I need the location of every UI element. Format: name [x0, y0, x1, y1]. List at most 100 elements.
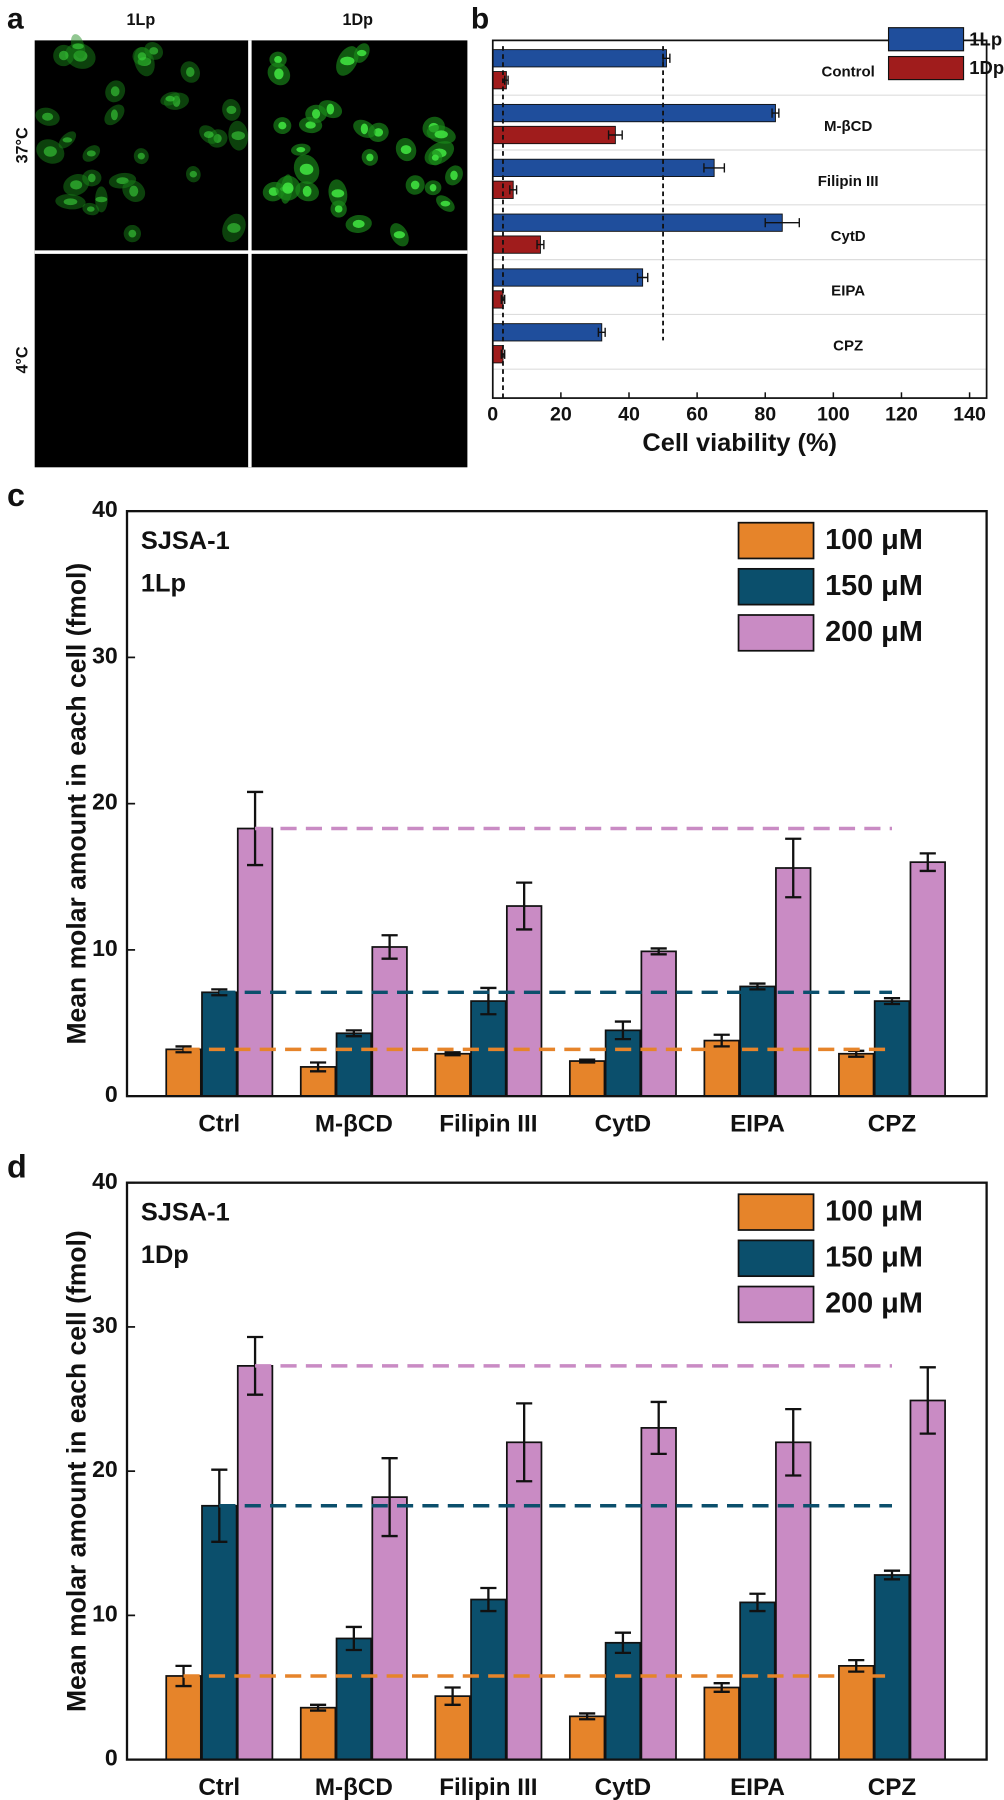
y-tick-label: 0: [105, 1745, 118, 1771]
y-axis-label: Mean molar amount in each cell (fmol): [62, 1230, 92, 1712]
y-tick-label: 10: [92, 935, 118, 961]
annotation: 1Dp: [141, 1241, 189, 1269]
nucleus: [95, 196, 108, 203]
error-bar: [503, 75, 509, 85]
nucleus: [429, 183, 437, 192]
error-bar: [919, 852, 936, 873]
error-bar: [848, 1658, 865, 1673]
x-tick-label: 40: [618, 404, 640, 426]
error-bar: [579, 1058, 596, 1064]
legend-label: 200 μM: [825, 616, 923, 648]
nucleus: [393, 231, 406, 239]
error-bar: [597, 327, 606, 337]
bar: [492, 103, 776, 123]
error-bar: [509, 185, 518, 195]
x-tick-label: CPZ: [868, 1110, 917, 1137]
annotation: SJSA-1: [141, 1199, 230, 1227]
nucleus: [186, 67, 195, 77]
nucleus: [373, 128, 384, 137]
nucleus: [165, 95, 175, 102]
bar: [703, 1686, 740, 1761]
error-bar: [516, 881, 533, 931]
bar: [604, 1029, 642, 1098]
nucleus: [62, 137, 73, 143]
nucleus: [400, 145, 412, 155]
bar: [236, 1365, 274, 1761]
nucleus: [450, 170, 458, 181]
bar: [492, 213, 783, 232]
nucleus: [360, 123, 368, 135]
nucleus: [278, 121, 287, 130]
x-tick-label: M-βCD: [315, 1110, 393, 1137]
bar: [640, 950, 677, 1098]
x-tick-label: CytD: [595, 1774, 652, 1800]
bar: [165, 1675, 202, 1761]
row-label: 4°C: [13, 346, 31, 373]
bar: [492, 268, 644, 287]
y-tick-label: 20: [92, 789, 118, 815]
error-bar: [579, 1712, 596, 1721]
y-tick-label: 10: [92, 1600, 118, 1626]
category-label: CPZ: [833, 337, 863, 354]
x-tick-label: 120: [885, 404, 918, 426]
error-bar: [749, 1592, 766, 1613]
nucleus: [72, 43, 84, 50]
bar: [492, 158, 715, 177]
nucleus: [434, 130, 448, 139]
nucleus: [431, 154, 439, 161]
error-bar: [771, 108, 780, 118]
x-tick-label: M-βCD: [315, 1774, 393, 1800]
nucleus: [274, 68, 284, 80]
nucleus: [137, 52, 147, 61]
column-label: 1Lp: [126, 11, 155, 29]
bar: [201, 1504, 238, 1761]
nucleus: [189, 170, 198, 178]
error-bar: [713, 1033, 730, 1048]
error-bar: [536, 239, 545, 250]
error-bar: [345, 1625, 362, 1652]
bar: [604, 1641, 642, 1761]
error-bar: [607, 130, 623, 140]
nucleus: [299, 163, 314, 175]
bar: [165, 1048, 202, 1098]
legend-swatch: [737, 1239, 815, 1278]
nucleus: [352, 219, 365, 228]
panel-label: c: [7, 477, 25, 513]
nucleus: [231, 131, 245, 141]
y-tick-label: 30: [92, 1312, 118, 1338]
x-tick-label: 20: [550, 404, 572, 426]
panel-label: a: [7, 3, 24, 36]
micrograph-cells: [35, 34, 463, 247]
legend-label: 200 μM: [825, 1288, 923, 1320]
x-tick-label: EIPA: [730, 1774, 785, 1800]
error-bar: [614, 1631, 631, 1655]
nucleus: [302, 185, 312, 197]
category-label: M-βCD: [824, 118, 872, 135]
annotation: 1Lp: [141, 570, 186, 598]
nucleus: [366, 153, 374, 162]
bar: [505, 1441, 543, 1761]
nucleus: [213, 134, 222, 143]
panel-label: b: [471, 3, 489, 36]
legend-label: 100 μM: [825, 524, 923, 556]
bar: [775, 1441, 812, 1761]
category-label: Filipin III: [818, 173, 879, 190]
bar: [470, 1598, 507, 1761]
error-bar: [381, 934, 398, 960]
error-bar: [785, 1407, 802, 1477]
nucleus: [203, 131, 214, 138]
bar: [492, 49, 667, 68]
legend-swatch: [737, 1193, 815, 1231]
bar: [838, 1665, 875, 1761]
bar: [568, 1715, 606, 1761]
nucleus: [149, 47, 159, 55]
error-bar: [764, 218, 800, 228]
legend-label: 1Lp: [969, 28, 1002, 49]
y-tick-label: 20: [92, 1456, 118, 1482]
nucleus: [356, 49, 367, 57]
bar: [434, 1052, 471, 1098]
nucleus: [42, 112, 54, 121]
x-tick-label: 60: [686, 404, 708, 426]
error-bar: [703, 163, 726, 173]
bar: [640, 1427, 677, 1761]
